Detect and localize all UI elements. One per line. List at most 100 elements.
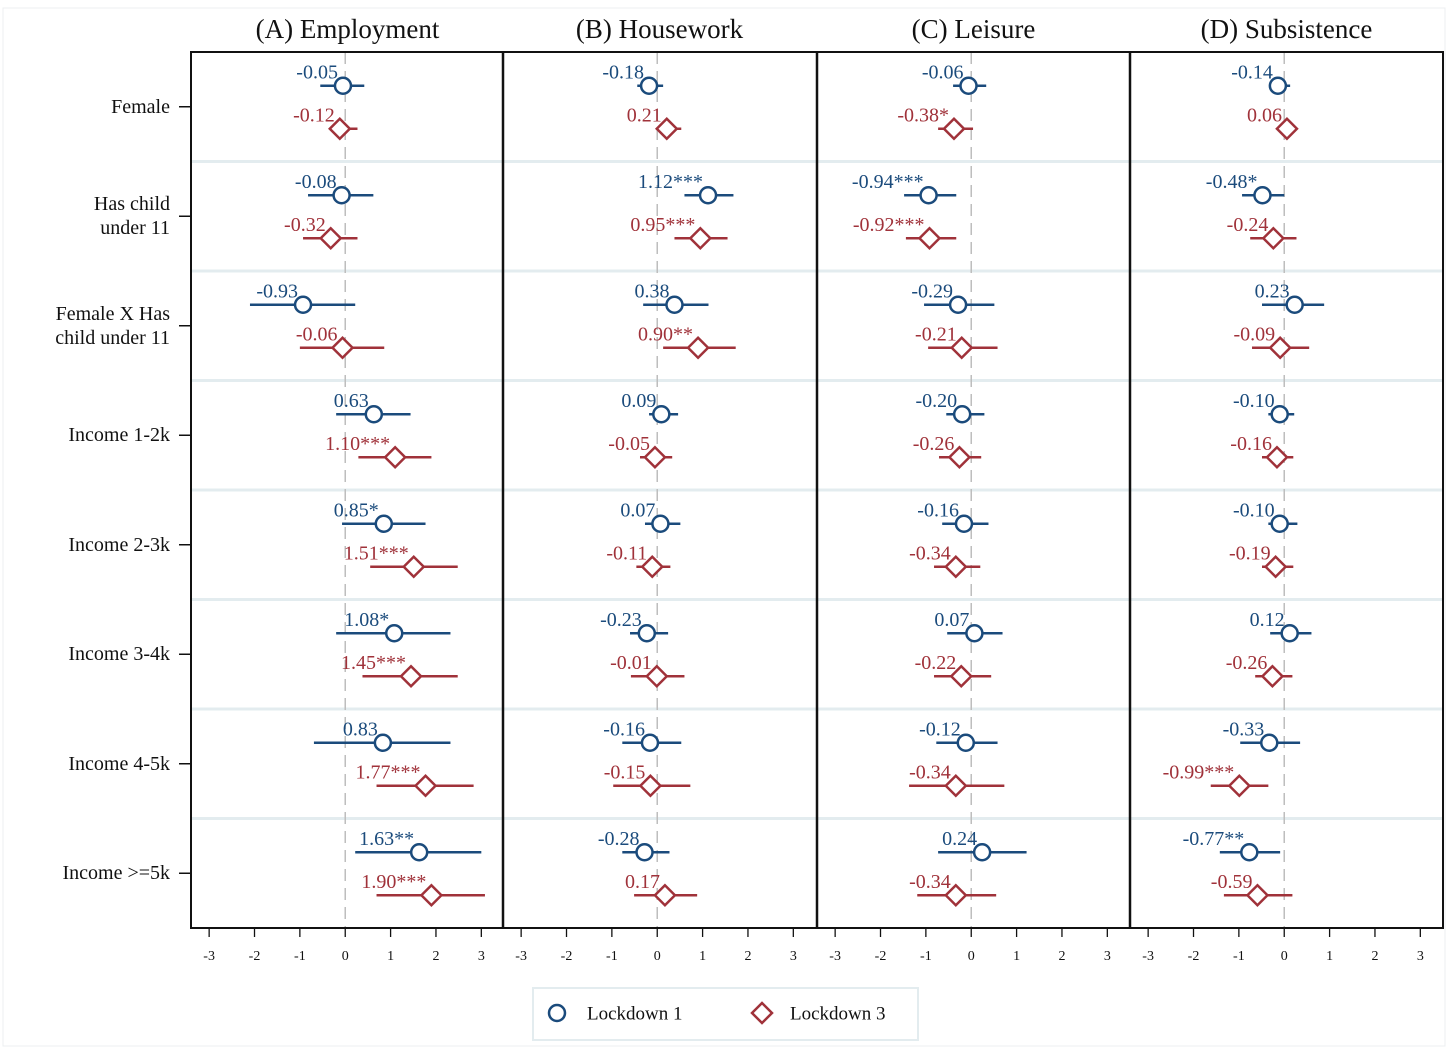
- value-label: -0.38*: [897, 104, 949, 126]
- value-label: -0.77**: [1183, 828, 1245, 850]
- marker: [293, 295, 313, 314]
- value-label: -0.92***: [853, 214, 925, 236]
- marker: [654, 116, 679, 141]
- panel-title: (A) Employment: [256, 14, 440, 44]
- marker: [653, 883, 677, 908]
- marker: [318, 226, 343, 251]
- marker: [332, 186, 351, 205]
- marker: [1263, 554, 1288, 579]
- value-label: -0.94***: [852, 171, 924, 193]
- x-tick-label: -3: [829, 949, 841, 964]
- x-tick-label: -2: [1188, 949, 1200, 964]
- x-tick-label: 2: [1371, 949, 1378, 964]
- x-tick-label: 1: [387, 949, 394, 964]
- value-label: -0.05: [296, 61, 338, 83]
- value-label: -0.16: [1230, 433, 1272, 455]
- value-label: -0.34: [909, 761, 951, 783]
- x-tick-label: -2: [875, 949, 887, 964]
- marker: [1275, 116, 1299, 141]
- x-tick-label: -3: [1142, 949, 1154, 964]
- x-tick-label: -1: [920, 949, 932, 964]
- marker: [1268, 76, 1288, 95]
- x-tick-label: 3: [1104, 949, 1111, 964]
- marker: [1268, 335, 1292, 360]
- legend-label: Lockdown 3: [790, 1003, 886, 1024]
- value-label: 0.06: [1247, 104, 1282, 126]
- category-label: Income 4-5k: [68, 752, 170, 775]
- value-label: -0.12: [293, 104, 335, 126]
- value-label: -0.12: [919, 718, 961, 740]
- x-tick-label: 3: [1417, 949, 1424, 964]
- value-label: 0.63: [334, 390, 369, 412]
- value-label: -0.09: [1233, 323, 1275, 345]
- marker: [383, 445, 407, 470]
- value-label: 0.07: [934, 609, 969, 631]
- value-label: -0.24: [1227, 214, 1269, 236]
- value-label: -0.59: [1211, 871, 1253, 893]
- value-label: -0.10: [1233, 390, 1275, 412]
- marker: [1265, 445, 1289, 470]
- marker: [959, 76, 978, 95]
- value-label: -0.26: [913, 433, 955, 455]
- marker: [651, 514, 670, 533]
- marker: [384, 624, 404, 643]
- x-tick-label: -3: [515, 949, 527, 964]
- x-tick-label: 0: [1281, 949, 1288, 964]
- marker: [652, 405, 671, 424]
- x-tick-label: -1: [1233, 949, 1245, 964]
- value-label: 0.85*: [334, 499, 379, 521]
- marker: [1253, 186, 1272, 205]
- value-label: 1.90***: [361, 871, 426, 893]
- marker: [949, 664, 974, 689]
- value-label: 0.17: [625, 871, 660, 893]
- value-label: 0.09: [621, 390, 656, 412]
- marker: [947, 445, 972, 470]
- x-tick-label: 2: [744, 949, 751, 964]
- value-label: -0.06: [296, 323, 338, 345]
- category-label: Income 2-3k: [68, 533, 170, 556]
- marker: [1270, 514, 1289, 533]
- legend-marker: [750, 1001, 774, 1025]
- category-label: Female X Has child under 11: [55, 302, 170, 349]
- x-tick-label: 1: [1013, 949, 1020, 964]
- x-tick-label: 3: [478, 949, 485, 964]
- marker: [698, 186, 718, 205]
- marker: [944, 554, 968, 579]
- value-label: 0.95***: [630, 214, 695, 236]
- marker: [965, 624, 984, 643]
- marker: [919, 186, 938, 205]
- value-label: -0.48*: [1206, 171, 1258, 193]
- marker: [917, 226, 942, 251]
- value-label: -0.10: [1233, 499, 1275, 521]
- value-label: 1.77***: [356, 761, 421, 783]
- x-tick-label: 0: [968, 949, 975, 964]
- category-label: Has child under 11: [93, 193, 170, 240]
- value-label: -0.26: [1226, 652, 1268, 674]
- value-label: -0.29: [911, 280, 953, 302]
- marker: [640, 733, 660, 752]
- marker: [643, 445, 667, 470]
- marker: [1245, 883, 1270, 908]
- value-label: -0.23: [600, 609, 642, 631]
- marker: [1261, 226, 1286, 251]
- marker: [364, 405, 384, 424]
- marker: [409, 843, 429, 862]
- marker: [419, 883, 444, 908]
- value-label: 1.45***: [341, 652, 406, 674]
- marker: [639, 76, 659, 95]
- marker: [956, 733, 976, 752]
- panel-title: (B) Housework: [576, 14, 744, 44]
- value-label: -0.19: [1229, 542, 1271, 564]
- value-label: -0.33: [1223, 718, 1265, 740]
- value-label: -0.08: [295, 171, 337, 193]
- value-label: 1.12***: [638, 171, 703, 193]
- legend-box: [532, 987, 919, 1041]
- marker: [944, 883, 968, 908]
- marker: [399, 664, 423, 689]
- panel-title: (C) Leisure: [912, 14, 1036, 44]
- marker: [637, 624, 657, 643]
- value-label: -0.15: [604, 761, 646, 783]
- x-tick-label: 0: [654, 949, 661, 964]
